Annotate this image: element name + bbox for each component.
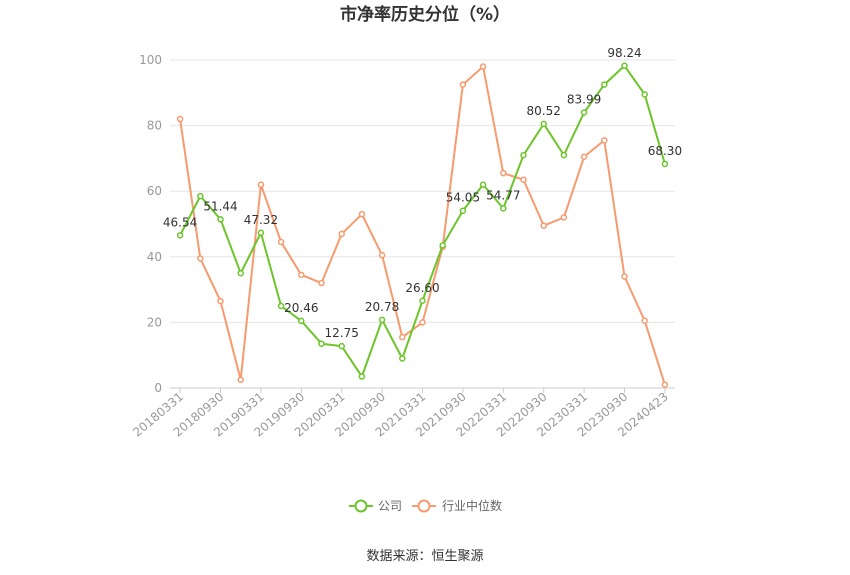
data-point[interactable] bbox=[439, 242, 446, 249]
data-point[interactable] bbox=[560, 151, 568, 159]
legend-label-company: 公司 bbox=[378, 499, 402, 513]
data-point[interactable] bbox=[399, 355, 406, 362]
data-point[interactable] bbox=[277, 238, 285, 246]
data-point[interactable] bbox=[540, 120, 547, 128]
legend-label-industry-median: 行业中位数 bbox=[442, 498, 502, 513]
data-point[interactable] bbox=[197, 255, 204, 262]
data-point[interactable] bbox=[661, 160, 669, 168]
y-tick-label: 60 bbox=[147, 184, 162, 198]
data-point[interactable] bbox=[257, 229, 265, 237]
data-point[interactable] bbox=[459, 81, 467, 88]
data-point[interactable] bbox=[580, 153, 588, 161]
data-label: 20.46 bbox=[284, 301, 318, 315]
data-point[interactable] bbox=[358, 210, 366, 218]
data-point[interactable] bbox=[378, 251, 386, 259]
data-point[interactable] bbox=[318, 279, 325, 287]
data-point[interactable] bbox=[560, 214, 568, 221]
data-point[interactable] bbox=[601, 81, 608, 88]
y-tick-label: 100 bbox=[139, 53, 162, 67]
data-point[interactable] bbox=[580, 109, 588, 116]
data-point[interactable] bbox=[338, 230, 345, 238]
data-point[interactable] bbox=[641, 317, 648, 325]
data-point[interactable] bbox=[378, 316, 386, 324]
data-label: 54.77 bbox=[486, 188, 520, 202]
data-labels: 46.54 51.44 47.32 20.46 12.75 20.78 26.60 54.05… bbox=[163, 46, 682, 340]
data-point[interactable] bbox=[399, 333, 406, 341]
y-tick-label: 0 bbox=[154, 381, 162, 395]
source-text: 数据来源：恒生聚源 bbox=[366, 549, 483, 564]
data-label: 46.54 bbox=[163, 215, 197, 229]
data-point[interactable] bbox=[257, 181, 265, 188]
data-point[interactable] bbox=[520, 151, 527, 159]
data-label: 54.05 bbox=[446, 191, 480, 205]
data-point[interactable] bbox=[500, 205, 507, 212]
data-label: 98.24 bbox=[607, 46, 641, 60]
chart-title: 市净率历史分位（%） bbox=[340, 4, 510, 25]
data-label: 51.44 bbox=[203, 199, 237, 213]
data-point[interactable] bbox=[661, 381, 669, 388]
data-point[interactable] bbox=[459, 207, 467, 214]
data-point[interactable] bbox=[621, 273, 628, 280]
data-label: 26.60 bbox=[405, 281, 439, 295]
data-point[interactable] bbox=[298, 317, 305, 325]
series-1 bbox=[176, 63, 669, 388]
data-point[interactable] bbox=[601, 137, 608, 144]
data-point[interactable] bbox=[237, 269, 244, 277]
data-label: 20.78 bbox=[365, 300, 399, 314]
data-point[interactable] bbox=[298, 271, 305, 279]
data-label: 80.52 bbox=[527, 104, 561, 118]
data-point[interactable] bbox=[176, 232, 184, 239]
y-tick-label: 80 bbox=[147, 119, 162, 133]
y-tick-label: 20 bbox=[147, 315, 162, 329]
data-point[interactable] bbox=[419, 297, 426, 305]
data-point[interactable] bbox=[500, 169, 507, 177]
data-point[interactable] bbox=[318, 340, 325, 347]
data-point[interactable] bbox=[621, 62, 628, 70]
series-0 bbox=[176, 62, 669, 380]
data-label: 47.32 bbox=[244, 213, 278, 227]
data-point[interactable] bbox=[277, 302, 285, 310]
data-label: 68.30 bbox=[648, 144, 682, 158]
data-point[interactable] bbox=[197, 192, 204, 200]
legend: 公司 行业中位数 bbox=[349, 498, 502, 513]
data-label: 83.99 bbox=[567, 93, 601, 107]
data-point[interactable] bbox=[520, 176, 527, 183]
data-point[interactable] bbox=[479, 63, 487, 70]
legend-item-industry-median[interactable]: 行业中位数 bbox=[412, 498, 502, 513]
data-point[interactable] bbox=[419, 319, 426, 326]
data-point[interactable] bbox=[540, 222, 547, 229]
series-layer bbox=[176, 62, 669, 388]
data-point[interactable] bbox=[479, 181, 487, 188]
data-point[interactable] bbox=[358, 373, 366, 380]
data-label: 12.75 bbox=[325, 326, 359, 340]
data-point[interactable] bbox=[217, 216, 224, 223]
data-point[interactable] bbox=[338, 342, 345, 350]
legend-item-company[interactable]: 公司 bbox=[349, 499, 402, 513]
axes: 0204060801002018033120180930201903312019… bbox=[130, 53, 675, 440]
y-tick-label: 40 bbox=[147, 250, 162, 264]
data-point[interactable] bbox=[641, 91, 648, 98]
data-point[interactable] bbox=[176, 115, 184, 123]
data-point[interactable] bbox=[237, 376, 244, 384]
data-point[interactable] bbox=[217, 297, 224, 305]
